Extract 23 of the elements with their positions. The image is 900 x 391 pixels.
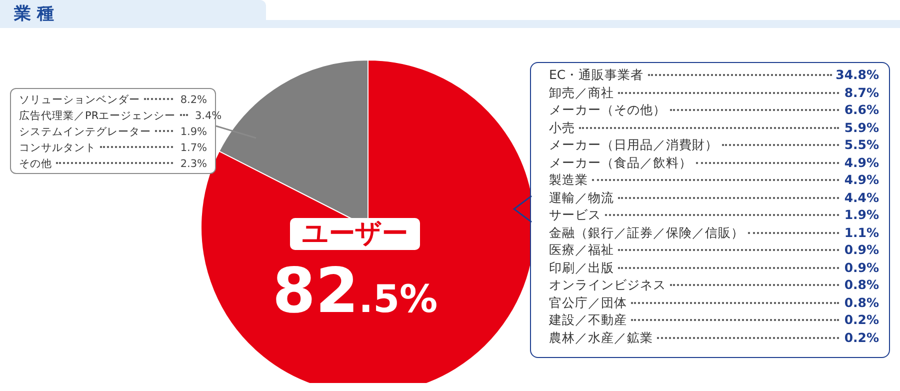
text: EC・通販事業者 34.8% — [549, 67, 879, 82]
text: 医療／福祉 0.9% — [549, 242, 879, 257]
text: メーカー（日用品／消費財） 5.5% — [549, 137, 879, 152]
text: その他 2.3% — [19, 158, 207, 170]
text: 建設／不動産 0.2% — [549, 312, 879, 327]
text: メーカー（その他） 6.6% — [549, 102, 879, 117]
text: 金融（銀行／証券／保険／信販） 1.1% — [549, 224, 879, 240]
text: 農林／水産／鉱業 0.2% — [549, 330, 879, 344]
text: オンラインビジネス 0.8% — [549, 277, 879, 292]
text: 小売 5.9% — [549, 120, 879, 134]
text: 運輸／物流 4.4% — [549, 190, 879, 204]
text: サービス 1.9% — [549, 207, 879, 222]
data-label: 82.5% — [272, 254, 438, 327]
text: メーカー（食品／飲料） 4.9% — [549, 154, 879, 170]
text: システムインテグレーター 1.9% — [19, 126, 207, 138]
text: ソリューションベンダー 8.2% — [19, 94, 207, 106]
text: 印刷／出版 0.9% — [549, 260, 879, 274]
slice-label: ユーザー — [290, 218, 420, 250]
text: 製造業 4.9% — [549, 172, 879, 187]
text: 卸売／商社 8.7% — [549, 84, 879, 100]
text: コンサルタント 1.7% — [19, 142, 207, 154]
text: 業 種 — [14, 3, 54, 25]
text: 官公庁／団体 0.8% — [549, 294, 879, 310]
